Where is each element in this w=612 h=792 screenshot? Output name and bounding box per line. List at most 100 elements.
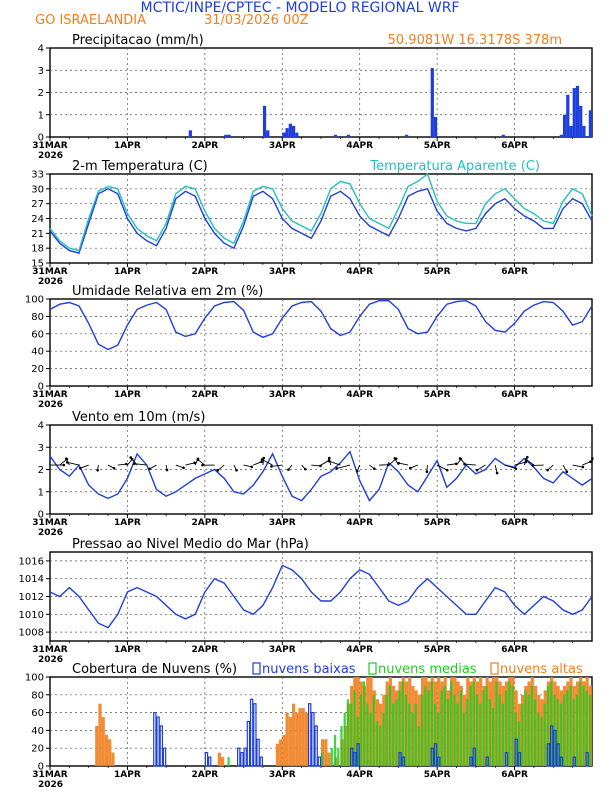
coords-label: 50.9081W 16.3178S 378m	[388, 33, 562, 48]
y-tick-label: 1	[38, 110, 44, 121]
precip-bar	[559, 134, 563, 137]
cloud-bar-mid	[521, 703, 524, 766]
precip-bar	[227, 134, 231, 137]
cloud-bar-low	[204, 752, 209, 767]
precip-bar	[262, 105, 267, 137]
cloud-bar-mid	[408, 703, 411, 766]
wind-arrow	[388, 458, 397, 466]
y-tick-label: 60	[31, 708, 44, 719]
cloud-bar-mid	[343, 712, 346, 766]
cloud-bar-low	[237, 747, 241, 767]
x-tick-label: 5APR	[424, 267, 451, 277]
cloud-bar-mid	[446, 699, 450, 766]
wind-arrow	[59, 458, 68, 466]
cloud-bar-high	[282, 734, 286, 766]
x-tick-label: 31MAR	[32, 518, 67, 528]
wind-arrow	[494, 464, 498, 474]
cloud-bar-low	[259, 756, 264, 767]
series-line-temp-0	[49, 187, 593, 254]
cloud-bar-low	[314, 725, 318, 767]
x-tick-label: 3APR	[269, 141, 296, 151]
x-tick-label: 4APR	[346, 770, 373, 780]
cloud-bar-mid	[450, 681, 453, 766]
series-line-rh-0	[49, 299, 593, 351]
cloud-bar-mid	[353, 690, 356, 766]
legend-swatch	[490, 662, 499, 675]
cloud-bar-low	[485, 756, 489, 767]
wind-arrow-head	[458, 457, 462, 460]
wind-arrow-head	[201, 463, 204, 467]
cloud-bar-mid	[466, 699, 469, 766]
cloud-bar-low	[546, 743, 551, 767]
x-tick-label: 1APR	[114, 645, 141, 655]
x-tick-label: 2APR	[191, 141, 218, 151]
wind-arrow	[117, 463, 127, 466]
wind-arrow-head	[327, 459, 331, 463]
cloud-bar-mid	[362, 681, 366, 766]
x-tick-label: 5APR	[424, 390, 451, 400]
wind-arrow-head	[565, 470, 569, 473]
cloud-bar-mid	[498, 694, 501, 766]
cloud-bar-mid	[330, 748, 333, 766]
panel-title-clouds: Cobertura de Nuvens (%)	[72, 662, 237, 677]
panel-precip: 31MAR 1APR 2APR 3APR 4APR 5APR 6APR 2026 0 1 2 3 4 Pr…	[32, 33, 593, 161]
y-tick-label: 100	[25, 673, 44, 684]
x-year-label: 2026	[38, 277, 63, 287]
cloud-bar-mid	[501, 703, 504, 766]
cloud-bar-low	[437, 756, 441, 767]
cloud-bar-mid	[398, 690, 401, 766]
wind-arrow	[329, 460, 341, 466]
cloud-bar-low	[585, 752, 589, 767]
precip-bar	[295, 132, 299, 137]
cloud-bar-mid	[527, 694, 530, 766]
cloud-bar-low	[469, 756, 473, 767]
cloud-bar-low	[504, 752, 509, 767]
cloud-bar-low	[153, 711, 157, 767]
wind-arrow-head	[463, 462, 466, 466]
x-tick-label: 6APR	[501, 267, 528, 277]
precip-bar	[433, 116, 438, 137]
y-tick-label: 18	[31, 244, 44, 255]
x-tick-label: 1APR	[114, 267, 141, 277]
wind-arrow-head	[112, 467, 116, 470]
cloud-bar-mid	[453, 694, 456, 766]
x-tick-label: 4APR	[346, 141, 373, 151]
wind-arrow-head	[387, 463, 390, 467]
cloud-bar-low	[572, 756, 576, 767]
y-tick-label: 30	[31, 184, 44, 195]
cloud-bar-mid	[395, 699, 398, 766]
cloud-bar-high	[285, 712, 289, 766]
wind-arrow-head	[335, 467, 339, 470]
cloud-bar-low	[430, 747, 435, 767]
wind-arrow-head	[524, 458, 528, 461]
precip-bar	[588, 110, 592, 137]
cloud-bar-mid	[511, 685, 514, 766]
x-tick-label: 3APR	[269, 267, 296, 277]
x-year-label: 2026	[38, 655, 63, 665]
wind-arrow-head	[133, 462, 136, 466]
y-tick-label: 40	[31, 347, 44, 358]
cloud-bar-low	[240, 752, 244, 767]
cloud-bar-high	[111, 752, 115, 766]
wind-arrow-head	[64, 457, 68, 460]
cloud-bar-low	[433, 743, 438, 767]
cloud-bar-high	[324, 739, 328, 766]
x-tick-label: 6APR	[501, 645, 528, 655]
wind-arrow-head	[196, 458, 200, 461]
cloud-bar-mid	[530, 685, 533, 766]
cloud-bar-mid	[433, 703, 437, 766]
series-line-wind-0	[49, 450, 593, 502]
cloud-bar-mid	[414, 703, 417, 766]
x-tick-label: 4APR	[346, 267, 373, 277]
cloud-bar-mid	[379, 725, 382, 766]
cloud-bar-high	[104, 734, 109, 766]
wind-arrow-head	[62, 463, 66, 467]
wind-arrow-head	[514, 467, 518, 471]
x-tick-label: 6APR	[501, 518, 528, 528]
wind-arrow	[572, 464, 584, 468]
cloud-bar-mid	[375, 721, 379, 766]
legend-label: nuvens medias	[378, 662, 477, 677]
cloud-bar-mid	[366, 703, 369, 766]
cloud-bar-mid	[404, 694, 408, 766]
panel-title-rh: Umidade Relativa em 2m (%)	[72, 284, 263, 299]
